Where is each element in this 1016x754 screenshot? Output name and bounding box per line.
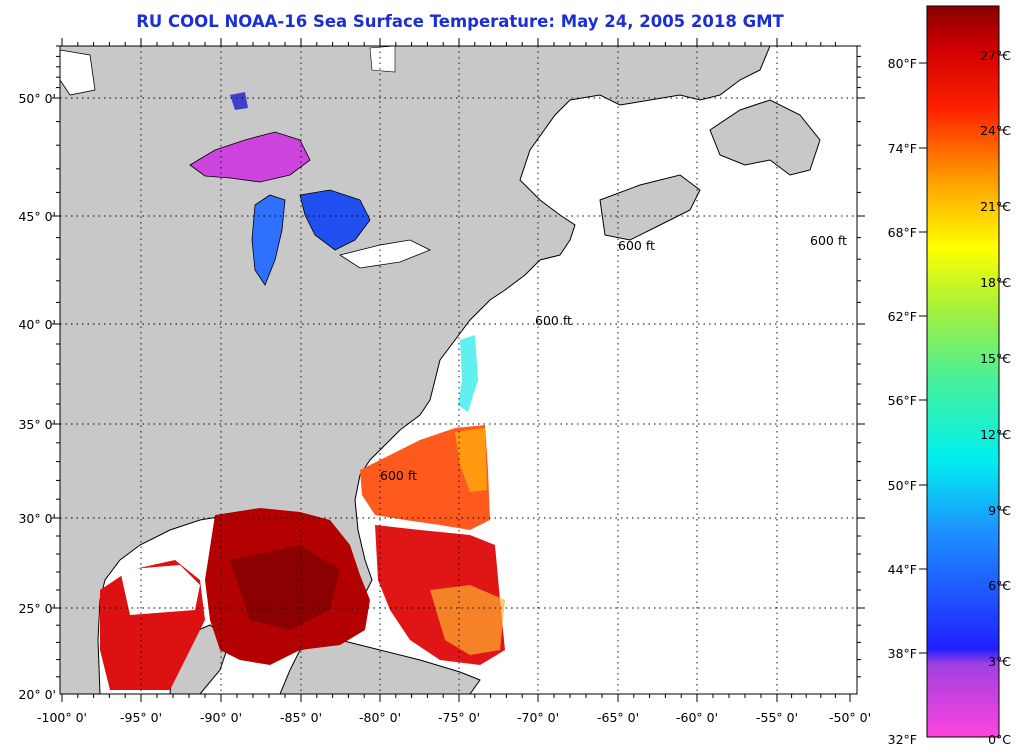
colorbar-c-label: 27°C xyxy=(980,48,1011,63)
lat-label: 25° 0' xyxy=(18,601,56,616)
colorbar-c-label: 12°C xyxy=(980,427,1011,442)
lat-label: 50° 0' xyxy=(18,91,56,106)
colorbar-f-label: 74°F xyxy=(888,141,917,156)
land-north-america xyxy=(60,46,771,694)
lon-label: -55° 0' xyxy=(756,710,798,725)
colorbar: 80°F 74°F 68°F 62°F 56°F 50°F 44°F 38°F … xyxy=(888,5,1011,747)
colorbar-f-label: 38°F xyxy=(888,646,917,661)
map-ticks xyxy=(52,38,865,702)
colorbar-c-label: 24°C xyxy=(980,123,1011,138)
colorbar-c-label: 6°C xyxy=(988,578,1011,593)
colorbar-c-label: 9°C xyxy=(988,503,1011,518)
lat-label: 40° 0' xyxy=(18,317,56,332)
gulf-sst xyxy=(100,508,370,690)
lat-label: 35° 0' xyxy=(18,417,56,432)
isobath-labels: 600 ft 600 ft 600 ft 600 ft xyxy=(380,233,847,483)
land-newfoundland xyxy=(709,99,821,176)
lat-label: 20° 0' xyxy=(18,687,56,702)
great-lakes xyxy=(60,46,431,286)
colorbar-c-label: 15°C xyxy=(980,351,1011,366)
lat-label: 45° 0' xyxy=(18,209,56,224)
map-title: RU COOL NOAA-16 Sea Surface Temperature:… xyxy=(136,12,784,31)
isobath-label: 600 ft xyxy=(380,468,417,483)
map-area: 600 ft 600 ft 600 ft 600 ft xyxy=(60,46,857,694)
colorbar-f-label: 62°F xyxy=(888,309,917,324)
colorbar-c-label: 18°C xyxy=(980,275,1011,290)
lon-label: -80° 0' xyxy=(359,710,401,725)
lon-label: -95° 0' xyxy=(120,710,162,725)
isobath-label: 600 ft xyxy=(535,313,572,328)
lon-label: -100° 0' xyxy=(37,710,87,725)
lon-label: -75° 0' xyxy=(438,710,480,725)
colorbar-f-label: 32°F xyxy=(888,732,917,747)
colorbar-f-label: 44°F xyxy=(888,562,917,577)
colorbar-f-label: 68°F xyxy=(888,225,917,240)
colorbar-f-label: 50°F xyxy=(888,478,917,493)
colorbar-f-label: 80°F xyxy=(888,56,917,71)
lat-label: 30° 0' xyxy=(18,511,56,526)
atlantic-sst xyxy=(360,335,505,665)
lon-labels: -100° 0' -95° 0' -90° 0' -85° 0' -80° 0'… xyxy=(37,710,871,725)
colorbar-c-label: 3°C xyxy=(988,654,1011,669)
colorbar-f-label: 56°F xyxy=(888,393,917,408)
lat-labels: 50° 0' 45° 0' 40° 0' 35° 0' 30° 0' 25° 0… xyxy=(18,91,56,702)
isobath-label: 600 ft xyxy=(810,233,847,248)
lon-label: -85° 0' xyxy=(280,710,322,725)
lon-label: -70° 0' xyxy=(517,710,559,725)
lon-label: -50° 0' xyxy=(829,710,871,725)
colorbar-ticks xyxy=(919,54,1007,662)
lon-label: -90° 0' xyxy=(200,710,242,725)
lon-label: -65° 0' xyxy=(597,710,639,725)
colorbar-c-label: 0°C xyxy=(988,732,1011,747)
colorbar-c-label: 21°C xyxy=(980,199,1011,214)
graticule xyxy=(60,46,857,694)
lon-label: -60° 0' xyxy=(676,710,718,725)
colorbar-gradient xyxy=(926,5,1000,738)
isobath-label: 600 ft xyxy=(618,238,655,253)
land-cuba xyxy=(279,639,481,694)
land-nova-scotia xyxy=(599,174,701,241)
